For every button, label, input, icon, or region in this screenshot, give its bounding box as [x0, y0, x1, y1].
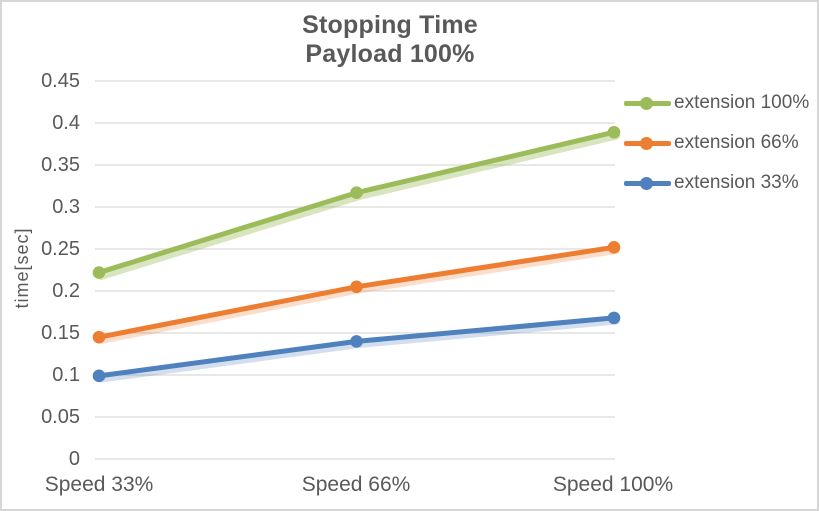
legend-item-extension-66: extension 66% [624, 130, 799, 156]
x-tick-label-speed-66: Speed 66% [301, 473, 411, 496]
y-tick-label: 0.4 [52, 112, 80, 134]
y-tick-label: 0.35 [41, 154, 80, 176]
data-point-marker [350, 335, 363, 348]
data-point-marker [607, 311, 621, 325]
data-point-marker [92, 330, 106, 344]
data-point-marker [607, 125, 621, 139]
series-extension-66- [92, 241, 621, 344]
chart-subtitle: Payload 100% [305, 40, 475, 68]
legend-item-extension-33: extension 33% [624, 170, 799, 196]
legend-marker-icon [624, 96, 671, 110]
data-point-marker [92, 369, 106, 383]
legend-label: extension 100% [674, 92, 810, 113]
series-extension-33- [92, 311, 621, 383]
x-tick-label-speed-33: Speed 33% [44, 473, 154, 496]
chart-title: Stopping Time [302, 11, 478, 39]
series-extension-100- [92, 125, 621, 280]
data-point-marker [92, 266, 106, 279]
gridlines [95, 80, 615, 460]
y-tick-label: 0.15 [41, 322, 80, 344]
y-tick-label: 0.1 [52, 364, 80, 386]
legend-label: extension 66% [674, 132, 799, 153]
data-point-marker [350, 280, 363, 294]
legend-marker-icon [624, 136, 671, 150]
chart-title-block: Stopping Time Payload 100% [2, 11, 778, 69]
data-point-marker [607, 241, 621, 254]
legend-marker-icon [624, 176, 671, 190]
legend-item-extension-100: extension 100% [624, 90, 809, 116]
y-tick-label: 0.05 [41, 406, 80, 428]
y-tick-label: 0 [68, 448, 80, 470]
data-point-marker [350, 186, 363, 200]
x-tick-label-speed-100: Speed 100% [552, 473, 674, 496]
y-tick-label: 0.25 [41, 238, 80, 260]
y-tick-label: 0.2 [52, 280, 80, 302]
legend-label: extension 33% [674, 172, 799, 193]
y-tick-label: 0.3 [52, 196, 80, 218]
y-tick-label: 0.45 [41, 70, 80, 92]
